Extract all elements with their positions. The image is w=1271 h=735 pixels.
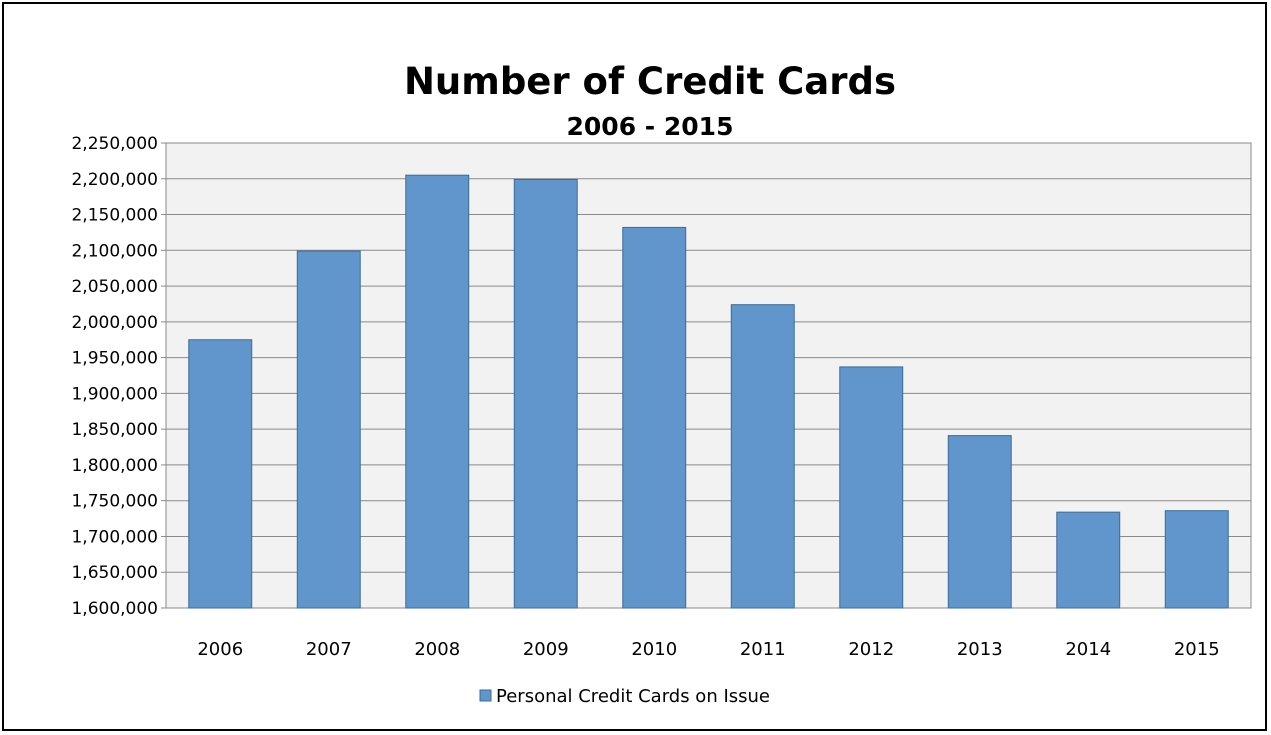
bar-2014	[1056, 511, 1121, 609]
x-tick-label: 2015	[1174, 639, 1220, 660]
bar-2010	[622, 226, 687, 609]
y-tick-label: 1,950,000	[71, 349, 158, 369]
x-tick-label: 2007	[306, 639, 352, 660]
legend-label: Personal Credit Cards on Issue	[496, 686, 770, 707]
bar-2015	[1164, 510, 1229, 609]
x-axis: 2006 2007 2008 2009 2010 2011 2012 2013 2014 2015	[197, 639, 1219, 660]
y-tick-label: 2,100,000	[71, 241, 158, 261]
y-tick-label: 1,750,000	[71, 492, 158, 512]
bars	[188, 174, 1229, 609]
bar-2008	[405, 174, 470, 609]
x-tick-label: 2009	[523, 639, 569, 660]
y-tick-label: 2,050,000	[71, 277, 158, 297]
x-tick-label: 2013	[957, 639, 1003, 660]
x-tick-label: 2014	[1065, 639, 1111, 660]
y-tick-label: 2,200,000	[71, 170, 158, 190]
bar-2006	[188, 339, 253, 609]
bar-chart: Number of Credit Cards 2006 - 2015 1,600…	[71, 60, 1252, 707]
chart-subtitle: 2006 - 2015	[567, 112, 734, 141]
x-tick-label: 2012	[848, 639, 894, 660]
chart-title: Number of Credit Cards	[404, 60, 896, 103]
y-axis: 1,600,000 1,650,000 1,700,000 1,750,000 1,80…	[71, 134, 167, 619]
x-tick-label: 2011	[740, 639, 786, 660]
y-tick-label: 1,900,000	[71, 384, 158, 404]
bar-2009	[513, 178, 578, 609]
bar-2011	[730, 304, 795, 609]
legend: Personal Credit Cards on Issue	[479, 686, 770, 707]
y-tick-label: 2,250,000	[71, 134, 158, 154]
y-tick-label: 1,850,000	[71, 420, 158, 440]
x-tick-label: 2008	[414, 639, 460, 660]
x-tick-label: 2010	[631, 639, 677, 660]
x-tick-label: 2006	[197, 639, 243, 660]
bar-2012	[839, 366, 904, 609]
y-tick-label: 2,000,000	[71, 313, 158, 333]
legend-swatch	[479, 689, 492, 702]
bar-2013	[947, 435, 1012, 609]
y-tick-label: 1,700,000	[71, 527, 158, 547]
y-tick-label: 1,800,000	[71, 456, 158, 476]
y-tick-label: 2,150,000	[71, 206, 158, 226]
y-tick-label: 1,650,000	[71, 563, 158, 583]
bar-2007	[296, 250, 361, 609]
y-tick-label: 1,600,000	[71, 599, 158, 619]
